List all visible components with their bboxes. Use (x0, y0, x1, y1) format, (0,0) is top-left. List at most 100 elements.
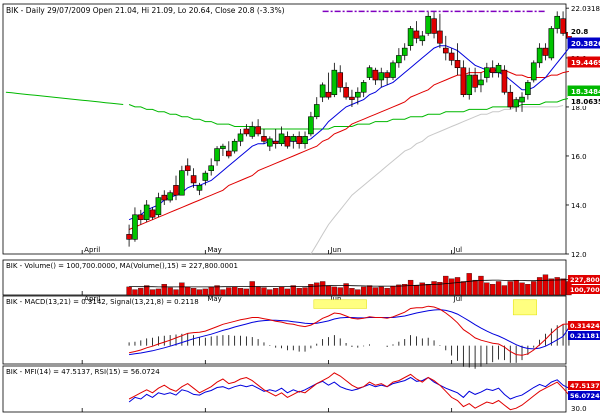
candle-body (560, 18, 566, 34)
ma-short-line (128, 45, 570, 221)
month-label-lower: April (84, 295, 100, 303)
volume-bar (531, 281, 537, 296)
volume-bar (155, 288, 162, 296)
volume-title: BIK - Volume() = 100,700.0000, MA(Volume… (6, 262, 238, 270)
osc-axis-label: 30.0 (571, 405, 587, 413)
y-tick-label: 12.0 (571, 251, 587, 259)
candle-body (536, 47, 543, 64)
candle-body (349, 96, 355, 100)
candle-body (296, 136, 302, 145)
mfi-rsi-title: BIK - MFI(14) = 47.5137, RSI(15) = 56.07… (6, 368, 160, 376)
candle-body (220, 145, 226, 149)
candle-body (126, 234, 132, 240)
candle-body (384, 72, 390, 78)
volume-bar (249, 281, 255, 296)
candle-body (548, 28, 555, 59)
volume-bar (384, 288, 390, 296)
candle-body (302, 136, 308, 145)
volume-bar (138, 288, 144, 296)
candle-body (155, 197, 162, 216)
panel-frame-vol (2, 259, 567, 296)
candle-body (261, 136, 267, 142)
candle-body (448, 52, 455, 61)
candle-body (472, 74, 478, 88)
candle-body (378, 72, 385, 81)
candle-body (437, 30, 443, 44)
price-badge-label: 18.3484 (571, 88, 600, 96)
candle-body (454, 60, 461, 69)
candle-body (360, 82, 367, 93)
volume-bar (232, 286, 238, 296)
volume-bar (308, 284, 314, 296)
candle-body (173, 185, 179, 196)
price-badge-label: 18.0635 (571, 98, 600, 106)
ma-mid-line (128, 69, 570, 230)
volume-ma-line (129, 279, 569, 288)
candle-body (431, 18, 437, 34)
volume-bar (372, 287, 379, 296)
candle-body (525, 82, 531, 95)
volume-bar (185, 286, 191, 296)
signal-badge-value: 0.211815 (570, 332, 600, 340)
candle-body (413, 30, 420, 39)
volume-bar (337, 287, 343, 296)
candle-body (249, 126, 256, 137)
candle-body (190, 175, 197, 184)
volume-bar (349, 288, 355, 296)
candle-body (554, 15, 561, 29)
candle-body (325, 91, 332, 98)
price-badge-label: 19.4469 (571, 59, 600, 67)
mfi-badge-bg (568, 381, 600, 390)
volume-bar (413, 285, 420, 296)
volume-bar (179, 282, 185, 296)
volume-bar (437, 281, 443, 296)
candle-body (214, 148, 220, 162)
volume-bar (126, 286, 132, 296)
candle-body (372, 69, 379, 81)
macd-line (129, 305, 569, 356)
volume-bar (290, 285, 296, 296)
candle-body (143, 204, 150, 220)
volume-bar (554, 277, 560, 296)
volume-bar (390, 286, 396, 296)
volume-bar (314, 282, 320, 296)
candle-body (442, 47, 449, 54)
volume-bar (460, 281, 467, 296)
mfi-badge-value: 47.5137 (570, 382, 600, 390)
mfi-line (128, 372, 570, 411)
volume-bar (149, 289, 156, 296)
volume-bar (196, 289, 203, 296)
candle-body (272, 140, 279, 145)
volume-bar (466, 273, 472, 296)
volume-bar (273, 288, 279, 296)
month-label: Jul (453, 246, 463, 254)
volume-bar (431, 281, 437, 296)
price-badge-bg (567, 56, 600, 68)
candle-body (484, 67, 490, 78)
volume-badge-ma: 227,800 (570, 276, 600, 284)
candle-body (290, 136, 297, 142)
candle-body (466, 74, 473, 95)
candle-body (308, 116, 314, 135)
volume-badge-bg (568, 275, 600, 284)
candle-body (366, 67, 373, 78)
ma-longest-line (310, 105, 564, 255)
volume-bar (161, 284, 167, 296)
candle-body (319, 84, 326, 98)
volume-bar (296, 288, 302, 296)
volume-bar (173, 289, 179, 296)
candle-body (396, 55, 402, 64)
volume-bar (507, 281, 513, 296)
candle-body (231, 140, 238, 152)
volume-bar (325, 285, 332, 296)
volume-bar (214, 285, 220, 296)
candle-body (225, 150, 232, 157)
candle-body (237, 133, 244, 142)
volume-bar (361, 286, 367, 296)
volume-bar (378, 286, 384, 296)
volume-bar (560, 278, 566, 296)
volume-bar (278, 286, 285, 296)
volume-bar (355, 289, 361, 296)
